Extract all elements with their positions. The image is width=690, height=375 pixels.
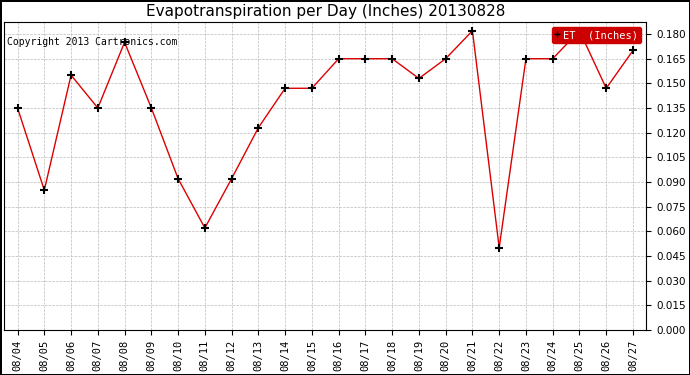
ET  (Inches) (94, 106, 102, 110)
ET  (Inches) (388, 57, 396, 61)
ET  (Inches) (415, 76, 423, 81)
ET  (Inches) (442, 57, 450, 61)
ET  (Inches) (201, 226, 209, 230)
ET  (Inches) (495, 246, 503, 250)
ET  (Inches) (281, 86, 289, 90)
ET  (Inches) (13, 106, 21, 110)
ET  (Inches) (254, 126, 262, 130)
ET  (Inches) (147, 106, 155, 110)
ET  (Inches) (522, 57, 530, 61)
Text: Copyright 2013 Cartronics.com: Copyright 2013 Cartronics.com (7, 37, 177, 47)
ET  (Inches) (228, 176, 236, 181)
ET  (Inches) (575, 28, 584, 33)
ET  (Inches) (602, 86, 611, 90)
ET  (Inches) (67, 73, 75, 77)
ET  (Inches) (335, 57, 343, 61)
Legend: ET  (Inches): ET (Inches) (551, 27, 641, 43)
ET  (Inches) (629, 48, 637, 53)
ET  (Inches) (174, 176, 182, 181)
ET  (Inches) (308, 86, 316, 90)
ET  (Inches) (469, 28, 477, 33)
ET  (Inches) (362, 57, 370, 61)
Title: Evapotranspiration per Day (Inches) 20130828: Evapotranspiration per Day (Inches) 2013… (146, 4, 505, 19)
ET  (Inches) (40, 188, 48, 192)
Line: ET  (Inches): ET (Inches) (13, 27, 637, 252)
ET  (Inches) (549, 57, 557, 61)
ET  (Inches) (121, 40, 129, 45)
